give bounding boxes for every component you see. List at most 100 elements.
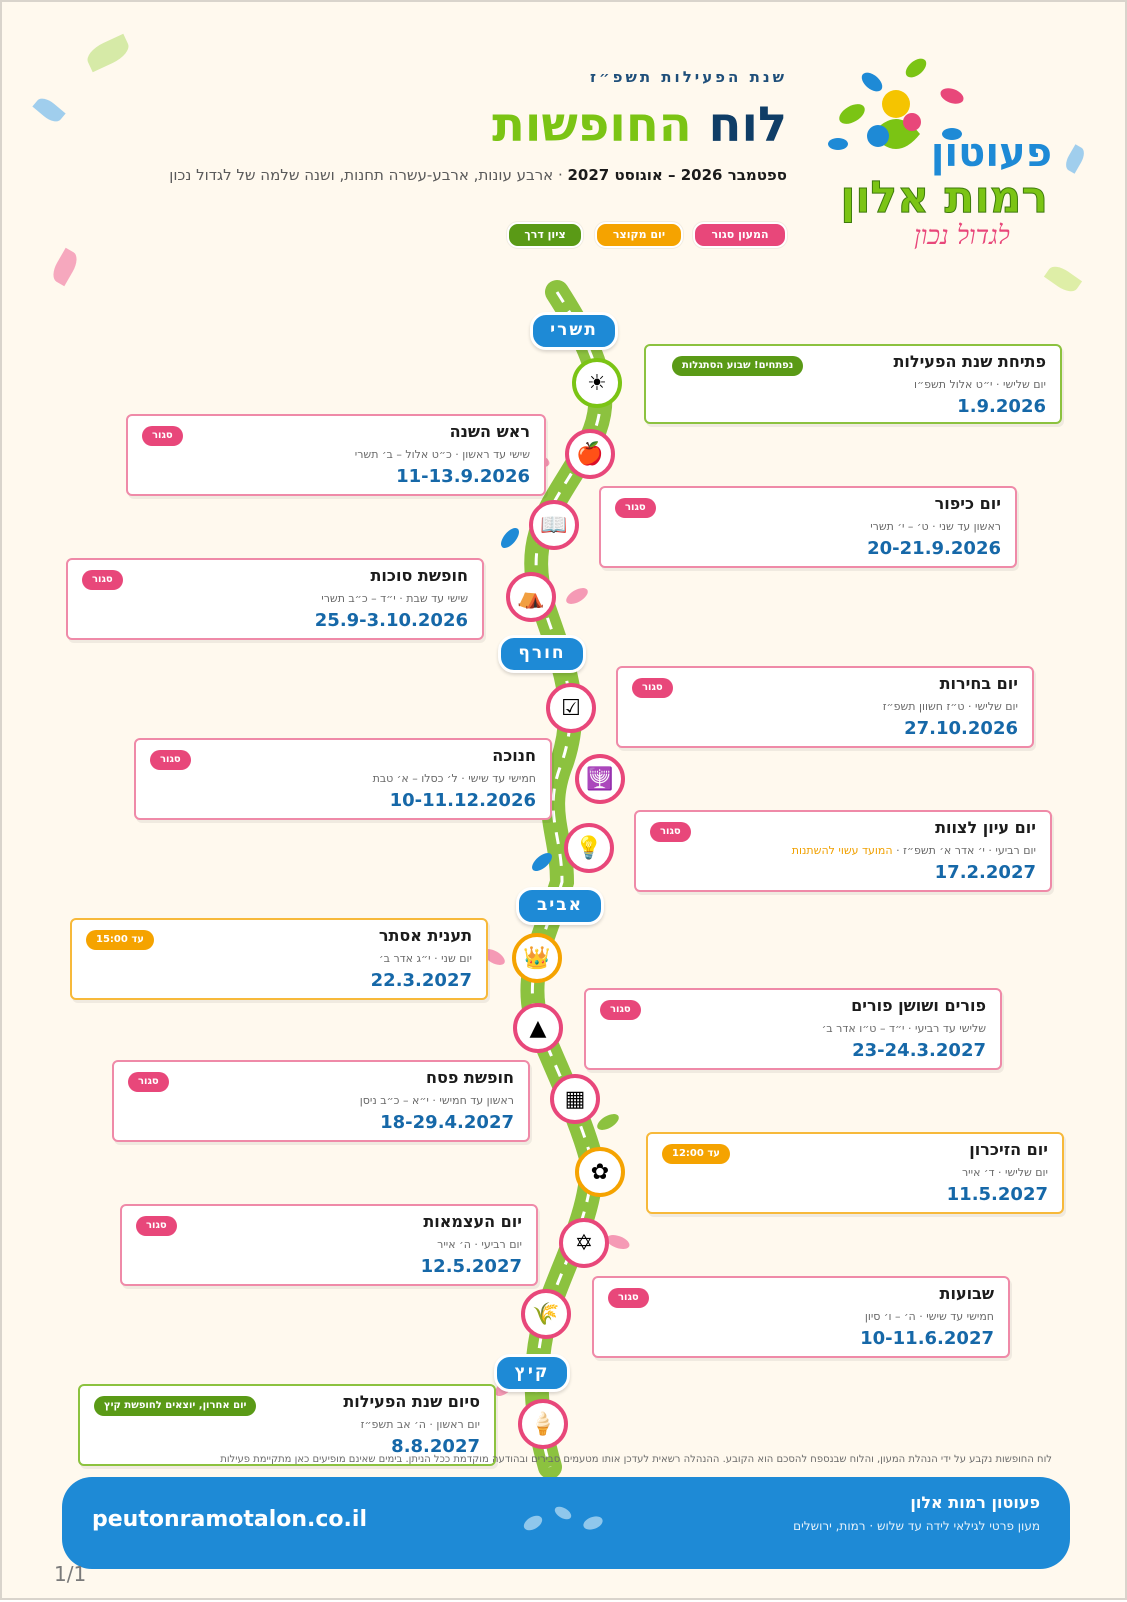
event-subtitle: שישי עד שבת · י״ד – כ״ב תשרי xyxy=(321,592,468,605)
event-note: המועד עשוי להשתנות xyxy=(791,844,893,857)
season-spring: אביב xyxy=(516,887,604,925)
event-subtitle: חמישי עד שישי · ל׳ כסלו – א׳ טבת xyxy=(372,772,536,785)
footer-banner: peutonramotalon.co.il פעוטון רמות אלון מ… xyxy=(62,1477,1070,1569)
status-badge: סגור xyxy=(615,498,656,518)
event-card-opening: פתיחת שנת הפעילות יום שלישי · י״ט אלול ת… xyxy=(644,344,1062,424)
website-link[interactable]: peutonramotalon.co.il xyxy=(92,1507,367,1532)
page-subtitle: ספטמבר 2026 – אוגוסט 2027 · ארבע עונות, … xyxy=(122,166,787,184)
legend-closed: המעון סגור xyxy=(693,222,787,248)
event-title: חנוכה xyxy=(492,746,536,765)
event-date: 11.5.2027 xyxy=(946,1184,1048,1205)
event-card-passover: חופשת פסח ראשון עד חמישי · י״א – כ״ב ניס… xyxy=(112,1060,530,1142)
event-title: פתיחת שנת הפעילות xyxy=(893,352,1046,371)
event-subtitle: יום ראשון · ה׳ אב תשפ״ז xyxy=(360,1418,480,1431)
event-date: 25.9-3.10.2026 xyxy=(314,610,468,631)
leaf-decoration xyxy=(1043,261,1083,297)
crown-icon: 👑 xyxy=(512,933,562,983)
subtitle-date-range: ספטמבר 2026 – אוגוסט 2027 xyxy=(567,166,788,184)
wheat-icon: 🌾 xyxy=(521,1289,571,1339)
event-subtitle: יום שני · י״ג אדר ב׳ xyxy=(379,952,472,965)
logo-tagline: לגדול נכון xyxy=(914,221,1010,251)
event-card-hanukkah: חנוכה חמישי עד שישי · ל׳ כסלו – א׳ טבת 1… xyxy=(134,738,552,820)
apple-icon: 🍎 xyxy=(565,429,615,479)
event-card-independence-day: יום העצמאות יום רביעי · ה׳ אייר 12.5.202… xyxy=(120,1204,538,1286)
event-date: 1.9.2026 xyxy=(957,396,1046,417)
event-card-purim: פורים ושושן פורים שלישי עד רביעי · י״ד –… xyxy=(584,988,1002,1070)
event-date: 20-21.9.2026 xyxy=(867,538,1001,559)
event-card-election-day: יום בחירות יום שלישי · ט״ז חשוון תשפ״ז 2… xyxy=(616,666,1034,748)
ice-cream-icon: 🍦 xyxy=(518,1399,568,1449)
status-badge: סגור xyxy=(82,570,123,590)
season-winter: חורף xyxy=(498,635,586,673)
status-badge: סגור xyxy=(142,426,183,446)
status-badge: סגור xyxy=(608,1288,649,1308)
menorah-icon: 🕎 xyxy=(575,754,625,804)
event-title: סיום שנת הפעילות xyxy=(343,1392,480,1411)
event-date: 23-24.3.2027 xyxy=(852,1040,986,1061)
matzah-icon: ▦ xyxy=(550,1074,600,1124)
event-title: יום העצמאות xyxy=(423,1212,522,1231)
event-title: חופשת פסח xyxy=(425,1068,514,1087)
event-subtitle: יום שלישי · ט״ז חשוון תשפ״ז xyxy=(882,700,1018,713)
event-date: 27.10.2026 xyxy=(904,718,1018,739)
event-date: 12.5.2027 xyxy=(420,1256,522,1277)
logo-line1: פעוטון xyxy=(931,130,1052,176)
event-subtitle: יום שלישי · י״ט אלול תשפ״ו xyxy=(913,378,1046,391)
event-date: 10-11.6.2027 xyxy=(860,1328,994,1349)
event-subtitle: ראשון עד חמישי · י״א – כ״ב ניסן xyxy=(359,1094,514,1107)
event-date: 22.3.2027 xyxy=(370,970,472,991)
flower-icon: ✿ xyxy=(575,1147,625,1197)
status-badge: יום אחרון, יוצאים לחופשת קיץ xyxy=(94,1396,257,1416)
event-date: 11-13.9.2026 xyxy=(396,466,530,487)
event-date: 8.8.2027 xyxy=(391,1436,480,1457)
subtitle-text: · ארבע עונות, ארבע-עשרה תחנות, ושנה שלמה… xyxy=(169,166,568,184)
event-card-yom-kippur: יום כיפור ראשון עד שני · ט׳ – י׳ תשרי 20… xyxy=(599,486,1017,568)
event-title: פורים ושושן פורים xyxy=(851,996,986,1015)
event-card-rosh-hashana: ראש השנה שישי עד ראשון · כ״ט אלול – ב׳ ת… xyxy=(126,414,546,496)
logo-line2: רמות אלון xyxy=(840,172,1048,223)
event-title: חופשת סוכות xyxy=(370,566,469,585)
event-card-memorial-day: יום הזיכרון יום שלישי · ד׳ אייר 11.5.202… xyxy=(646,1132,1064,1214)
israel-flag-icon: ✡ xyxy=(559,1218,609,1268)
event-subtitle: יום שלישי · ד׳ אייר xyxy=(961,1166,1048,1179)
event-subtitle: חמישי עד שישי · ה׳ – ו׳ סיון xyxy=(864,1310,994,1323)
leaf-decoration xyxy=(523,1506,603,1531)
event-card-sukkot: חופשת סוכות שישי עד שבת · י״ד – כ״ב תשרי… xyxy=(66,558,484,640)
book-icon: 📖 xyxy=(529,500,579,550)
disclaimer-text: לוח החופשות נקבע על ידי הנהלת המעון, והל… xyxy=(220,1454,1052,1465)
hamantash-icon: ▲ xyxy=(513,1003,563,1053)
event-subtitle: שישי עד ראשון · כ״ט אלול – ב׳ תשרי xyxy=(354,448,530,461)
event-card-staff-day: יום עיון לצוות יום רביעי · י׳ אדר א׳ תשפ… xyxy=(634,810,1052,892)
status-badge: סגור xyxy=(632,678,673,698)
activity-year-label: שנת הפעילות תשפ״ז xyxy=(589,68,787,86)
status-badge: עד 15:00 xyxy=(86,930,154,950)
lightbulb-icon: 💡 xyxy=(564,823,614,873)
brand-logo: פעוטון רמות אלון לגדול נכון xyxy=(828,58,1052,251)
event-date: 10-11.12.2026 xyxy=(389,790,536,811)
sun-icon: ☀ xyxy=(572,358,622,408)
legend-milestone: ציון דרך xyxy=(507,222,583,248)
status-badge: סגור xyxy=(128,1072,169,1092)
ballot-box-icon: ☑ xyxy=(546,683,596,733)
page-counter: 1/1 xyxy=(54,1562,87,1586)
event-subtitle: ראשון עד שני · ט׳ – י׳ תשרי xyxy=(870,520,1001,533)
event-card-closing: סיום שנת הפעילות יום ראשון · ה׳ אב תשפ״ז… xyxy=(78,1384,496,1466)
event-title: יום עיון לצוות xyxy=(935,818,1036,837)
status-badge: נפתחים! שבוע הסתגלות xyxy=(672,356,804,376)
event-title: יום הזיכרון xyxy=(969,1140,1048,1159)
sukkah-icon: ⛺ xyxy=(506,572,556,622)
event-title: ראש השנה xyxy=(449,422,530,441)
event-title: שבועות xyxy=(939,1284,994,1303)
event-subtitle-text: יום רביעי · י׳ אדר א׳ תשפ״ז · xyxy=(892,844,1036,857)
event-date: 17.2.2027 xyxy=(934,862,1036,883)
title-part1: לוח xyxy=(708,97,788,153)
season-summer: קיץ xyxy=(494,1354,570,1392)
title-part2: החופשות xyxy=(492,97,692,153)
status-badge: סגור xyxy=(600,1000,641,1020)
status-badge: סגור xyxy=(650,822,691,842)
season-tishrei: תשרי xyxy=(530,312,618,350)
footer-subtitle: מעון פרטי לגילאי לידה עד שלוש · רמות, יר… xyxy=(793,1519,1040,1533)
event-subtitle: יום רביעי · י׳ אדר א׳ תשפ״ז · המועד עשוי… xyxy=(792,844,1036,857)
status-badge: סגור xyxy=(150,750,191,770)
